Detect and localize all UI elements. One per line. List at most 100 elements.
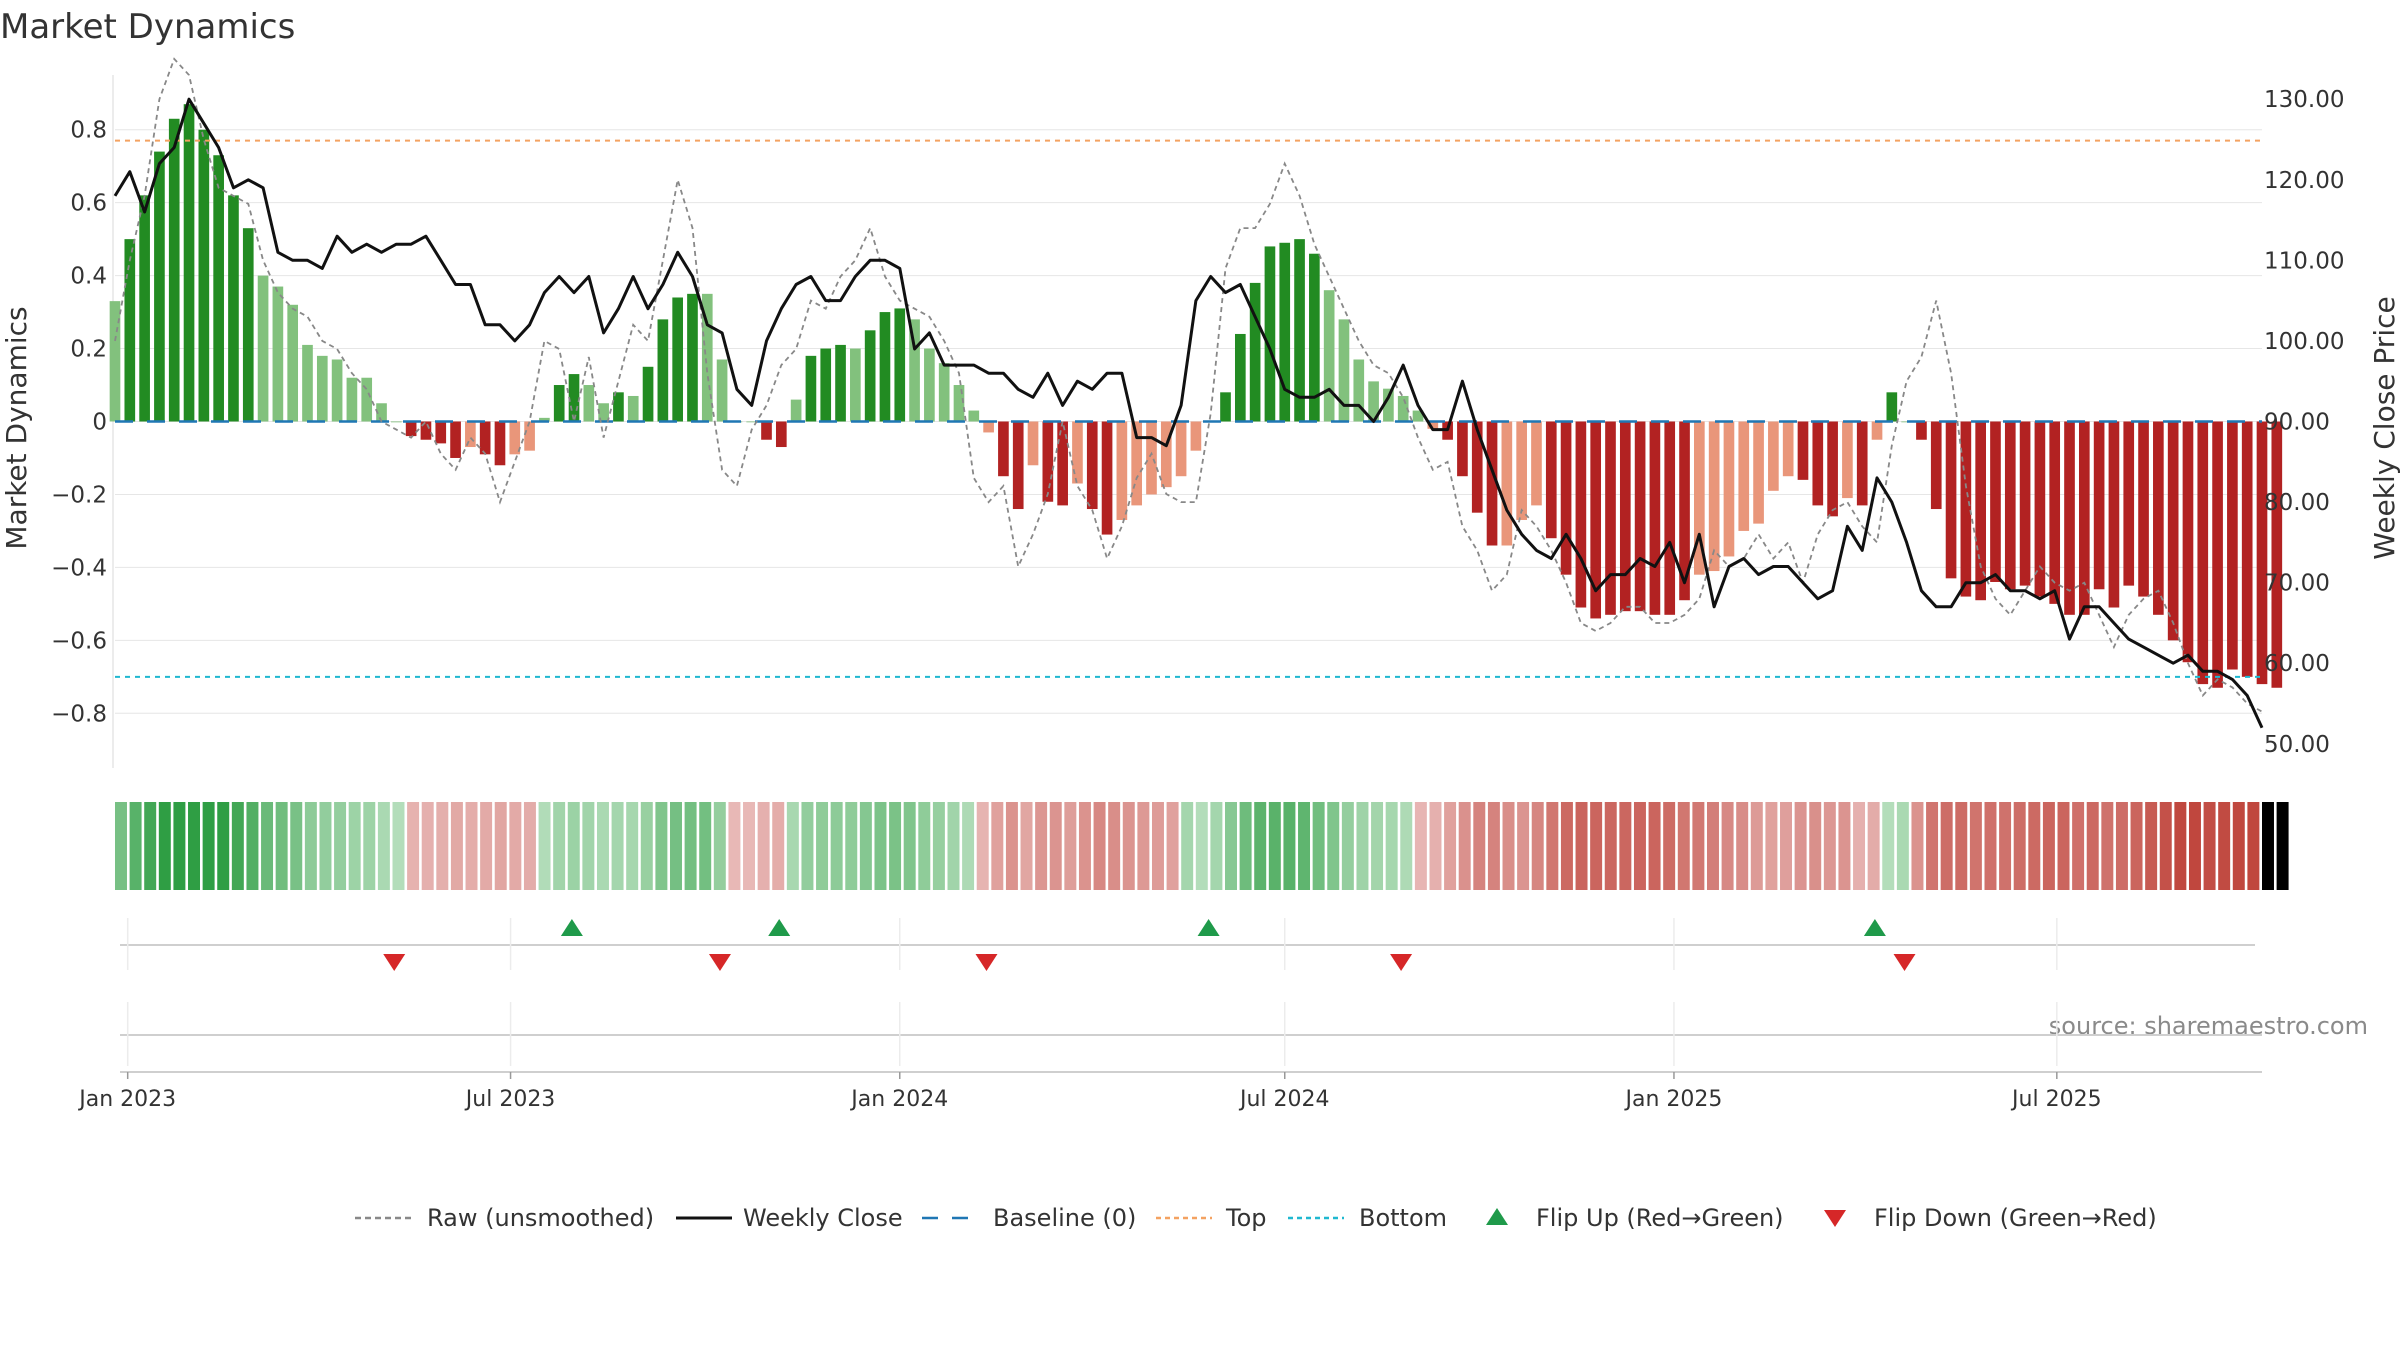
dynamics-bar bbox=[2256, 421, 2268, 685]
legend-swatch-flip-down bbox=[1824, 1210, 1846, 1227]
dynamics-bar bbox=[1590, 421, 1602, 619]
dynamics-bar bbox=[894, 308, 906, 422]
state-cell bbox=[494, 802, 507, 890]
dynamics-bar bbox=[2034, 421, 2046, 597]
dynamics-bar bbox=[1634, 421, 1646, 612]
dynamics-bar bbox=[1516, 421, 1527, 520]
state-cell bbox=[1400, 802, 1413, 890]
state-cell bbox=[1765, 802, 1778, 890]
dynamics-bar bbox=[835, 344, 846, 422]
state-cell bbox=[1619, 802, 1632, 890]
dynamics-bar bbox=[2227, 421, 2238, 670]
state-cell bbox=[348, 802, 361, 890]
legend-label: Weekly Close bbox=[743, 1204, 903, 1232]
state-cell bbox=[611, 802, 624, 890]
dynamics-bar bbox=[1664, 421, 1676, 615]
state-cell bbox=[1633, 802, 1646, 890]
dynamics-bar bbox=[1427, 421, 1439, 429]
dynamics-bar bbox=[509, 421, 521, 455]
state-cell bbox=[1838, 802, 1851, 890]
state-cell bbox=[1911, 802, 1924, 890]
state-cell bbox=[801, 802, 814, 890]
state-cell bbox=[1049, 802, 1062, 890]
dynamics-bar bbox=[1605, 421, 1616, 615]
state-cell bbox=[1473, 802, 1486, 890]
state-cell bbox=[859, 802, 872, 890]
dynamics-bar bbox=[154, 151, 165, 422]
dynamics-bar bbox=[1812, 421, 1824, 506]
state-cell bbox=[2130, 802, 2143, 890]
state-cell bbox=[1999, 802, 2012, 890]
state-cell bbox=[1663, 802, 1676, 890]
state-cell bbox=[874, 802, 887, 890]
dynamics-bar bbox=[228, 195, 239, 422]
dynamics-bar bbox=[938, 363, 950, 422]
dynamics-bar bbox=[1901, 421, 1912, 423]
left-tick-label: 0.6 bbox=[70, 191, 107, 217]
dynamics-bar bbox=[953, 385, 965, 422]
state-cell bbox=[1254, 802, 1267, 890]
dynamics-bar bbox=[1175, 421, 1187, 477]
state-cell bbox=[1283, 802, 1296, 890]
dynamics-bar bbox=[924, 348, 935, 422]
dynamics-bar bbox=[553, 385, 565, 422]
dynamics-bar bbox=[168, 118, 180, 422]
state-cell bbox=[1108, 802, 1121, 890]
dynamics-bar bbox=[316, 355, 328, 422]
price-lines bbox=[113, 57, 2264, 729]
dynamics-bar bbox=[998, 421, 1009, 477]
dynamics-bar bbox=[420, 421, 432, 440]
dynamics-bar bbox=[376, 403, 387, 422]
dynamics-bars bbox=[109, 104, 2283, 688]
dynamics-bar bbox=[242, 228, 254, 422]
state-cell bbox=[670, 802, 682, 890]
right-tick-label: 100.00 bbox=[2264, 329, 2344, 355]
state-cell bbox=[889, 802, 902, 890]
dynamics-bar bbox=[1990, 421, 2001, 582]
dynamics-bar bbox=[687, 293, 698, 422]
state-cell bbox=[816, 802, 829, 890]
dynamics-bar bbox=[701, 293, 713, 422]
state-cell bbox=[407, 802, 420, 890]
dynamics-bar bbox=[2197, 421, 2209, 685]
dynamics-bar bbox=[139, 195, 150, 422]
dynamics-bar bbox=[583, 385, 595, 422]
date-tick-label: Jul 2023 bbox=[464, 1087, 556, 1112]
state-cell bbox=[1458, 802, 1471, 890]
state-cell bbox=[1882, 802, 1895, 890]
dynamics-bar bbox=[1856, 421, 1868, 506]
state-cell bbox=[1955, 802, 1968, 890]
state-cell bbox=[1166, 802, 1179, 890]
flip-down-marker bbox=[1893, 954, 1916, 971]
state-cell bbox=[2218, 802, 2231, 890]
dynamics-bar bbox=[1057, 421, 1068, 506]
dynamics-bar bbox=[1501, 421, 1513, 546]
state-cell bbox=[436, 802, 449, 890]
state-cell bbox=[1940, 802, 1953, 890]
dynamics-bar bbox=[1457, 421, 1468, 477]
dynamics-bar bbox=[1738, 421, 1750, 531]
dynamics-bar bbox=[1249, 282, 1261, 422]
dynamics-bar bbox=[657, 319, 669, 422]
dynamics-bar bbox=[361, 377, 373, 422]
left-tick-label: −0.8 bbox=[51, 701, 107, 727]
state-cell bbox=[319, 802, 332, 890]
dynamics-bar bbox=[1220, 392, 1231, 422]
state-cell bbox=[304, 802, 317, 890]
dynamics-bar bbox=[2049, 421, 2061, 604]
state-cell bbox=[1078, 802, 1091, 890]
state-cell bbox=[553, 802, 566, 890]
dynamics-bar bbox=[1264, 246, 1276, 422]
dynamics-bar bbox=[1072, 421, 1083, 484]
dynamics-bar bbox=[1723, 421, 1735, 557]
dynamics-bar bbox=[2182, 421, 2194, 663]
dynamics-bar bbox=[983, 421, 994, 433]
dynamics-bar bbox=[1012, 421, 1024, 510]
dynamics-bar bbox=[746, 421, 758, 423]
state-cell bbox=[1312, 802, 1325, 890]
dynamics-bar bbox=[775, 421, 787, 448]
left-tick-label: 0.8 bbox=[70, 118, 107, 144]
flip-up-marker bbox=[1197, 919, 1220, 936]
state-cell bbox=[786, 802, 799, 890]
legend-item: Weekly Close bbox=[676, 1204, 903, 1232]
